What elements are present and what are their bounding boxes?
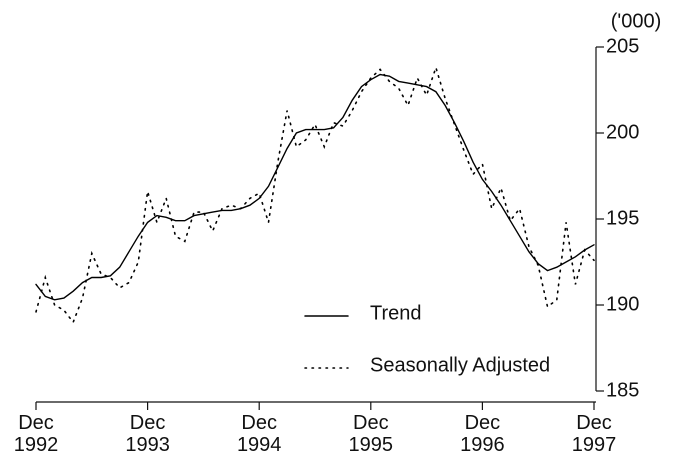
x-tick-label: Dec 1992 — [13, 412, 59, 456]
y-unit: ('000) — [611, 10, 662, 32]
y-tick-label: 190 — [606, 293, 639, 315]
y-tick-label: 195 — [606, 207, 639, 229]
x-tick-label: Dec 1997 — [571, 412, 617, 456]
x-tick-label: Dec 1993 — [125, 412, 170, 456]
legend-label: Seasonally Adjusted — [370, 354, 550, 376]
line-series — [35, 73, 595, 301]
y-tick-label: 205 — [606, 35, 639, 57]
x-tick-label: Dec 1996 — [460, 412, 505, 456]
y-tick-label: 200 — [606, 121, 639, 143]
y-tick-label: 185 — [606, 379, 639, 401]
x-tick-label: Dec 1995 — [348, 412, 394, 456]
legend-label: Trend — [370, 302, 422, 324]
x-tick-label: Dec 1994 — [236, 412, 282, 456]
line-series — [35, 64, 595, 324]
